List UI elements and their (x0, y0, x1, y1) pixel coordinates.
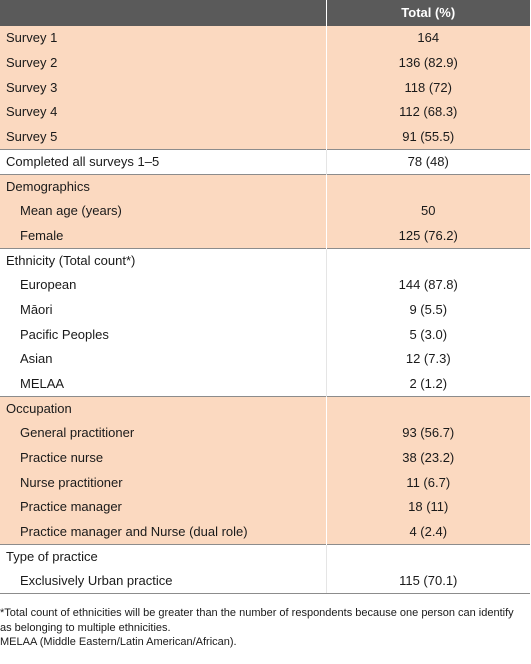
table-row: European 144 (87.8) (0, 272, 530, 298)
row-value: 5 (3.0) (326, 322, 530, 347)
row-label: Exclusively Urban practice (0, 569, 327, 595)
table-row: Exclusively Urban practice 115 (70.1) (0, 569, 530, 595)
row-value: 9 (5.5) (326, 297, 530, 323)
table-row: Survey 2 136 (82.9) (0, 50, 530, 76)
table-row: Survey 4 112 (68.3) (0, 100, 530, 125)
section-heading-row: Demographics (0, 173, 530, 199)
table-row: Survey 3 118 (72) (0, 75, 530, 101)
table-row: Completed all surveys 1–5 78 (48) (0, 148, 530, 175)
row-label: European (0, 272, 327, 298)
section-heading-row: Ethnicity (Total count*) (0, 247, 530, 273)
row-label: Survey 1 (0, 26, 327, 51)
row-label: Survey 5 (0, 124, 327, 150)
row-label: Practice manager (0, 495, 327, 520)
table-row: Asian 12 (7.3) (0, 346, 530, 372)
row-label: General practitioner (0, 421, 327, 446)
row-value: 125 (76.2) (326, 223, 530, 249)
row-value (326, 173, 530, 199)
row-value: 4 (2.4) (326, 519, 530, 545)
header-label-column (0, 0, 327, 26)
table-row: MELAA 2 (1.2) (0, 371, 530, 397)
row-value: 112 (68.3) (326, 100, 530, 125)
footnote-ethnicity: *Total count of ethnicities will be grea… (0, 607, 514, 634)
row-label: Practice nurse (0, 445, 327, 471)
section-heading: Demographics (0, 173, 327, 199)
row-value: 38 (23.2) (326, 445, 530, 471)
row-label: Survey 3 (0, 75, 327, 101)
row-value: 18 (11) (326, 495, 530, 520)
table-row: Survey 5 91 (55.5) (0, 124, 530, 150)
table-row: Pacific Peoples 5 (3.0) (0, 322, 530, 347)
section-heading: Occupation (0, 395, 327, 421)
row-value (326, 395, 530, 421)
table-header-row: Total (%) (0, 0, 530, 26)
table-row: Nurse practitioner 11 (6.7) (0, 470, 530, 496)
row-label: Practice manager and Nurse (dual role) (0, 519, 327, 545)
row-label: Pacific Peoples (0, 322, 327, 347)
row-label: Māori (0, 297, 327, 323)
row-value: 136 (82.9) (326, 50, 530, 76)
table-row: Practice manager and Nurse (dual role) 4… (0, 519, 530, 545)
row-label: Female (0, 223, 327, 249)
row-value (326, 247, 530, 273)
row-value: 93 (56.7) (326, 421, 530, 446)
row-value: 11 (6.7) (326, 470, 530, 496)
row-value: 91 (55.5) (326, 124, 530, 150)
row-label: Asian (0, 346, 327, 372)
table-row: General practitioner 93 (56.7) (0, 421, 530, 446)
table-row: Female 125 (76.2) (0, 223, 530, 249)
table-row: Mean age (years) 50 (0, 198, 530, 224)
footnote-melaa: MELAA (Middle Eastern/Latin American/Afr… (0, 636, 237, 648)
row-value: 78 (48) (326, 148, 530, 175)
section-heading-row: Type of practice (0, 543, 530, 570)
table-row: Survey 1 164 (0, 26, 530, 51)
section-heading-row: Occupation (0, 395, 530, 421)
row-value: 118 (72) (326, 75, 530, 101)
section-heading: Type of practice (0, 543, 327, 570)
row-label: Nurse practitioner (0, 470, 327, 496)
table-row: Practice manager 18 (11) (0, 495, 530, 520)
survey-demographics-table: Total (%) Survey 1 164 Survey 2 136 (82.… (0, 0, 530, 595)
section-heading: Ethnicity (Total count*) (0, 247, 327, 273)
row-value: 12 (7.3) (326, 346, 530, 372)
row-label: MELAA (0, 371, 327, 397)
row-value: 115 (70.1) (326, 569, 530, 595)
row-value: 2 (1.2) (326, 371, 530, 397)
table-footnotes: *Total count of ethnicities will be grea… (0, 606, 528, 650)
row-value: 164 (326, 26, 530, 51)
row-label: Completed all surveys 1–5 (0, 148, 327, 175)
row-value (326, 543, 530, 570)
table-row: Māori 9 (5.5) (0, 297, 530, 323)
table-row: Practice nurse 38 (23.2) (0, 445, 530, 471)
row-label: Survey 2 (0, 50, 327, 76)
row-label: Survey 4 (0, 100, 327, 125)
row-label: Mean age (years) (0, 198, 327, 224)
row-value: 144 (87.8) (326, 272, 530, 298)
header-total-column: Total (%) (326, 0, 530, 26)
row-value: 50 (326, 198, 530, 224)
